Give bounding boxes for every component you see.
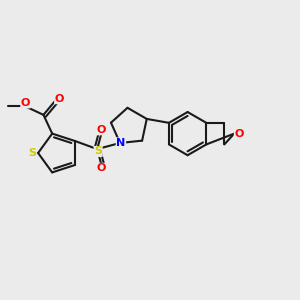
- Text: O: O: [97, 125, 106, 135]
- Text: O: O: [55, 94, 64, 104]
- Text: S: S: [94, 146, 102, 157]
- Text: S: S: [28, 148, 36, 158]
- Text: O: O: [21, 98, 30, 108]
- Text: O: O: [97, 164, 106, 173]
- Text: O: O: [234, 129, 244, 139]
- Text: N: N: [116, 138, 125, 148]
